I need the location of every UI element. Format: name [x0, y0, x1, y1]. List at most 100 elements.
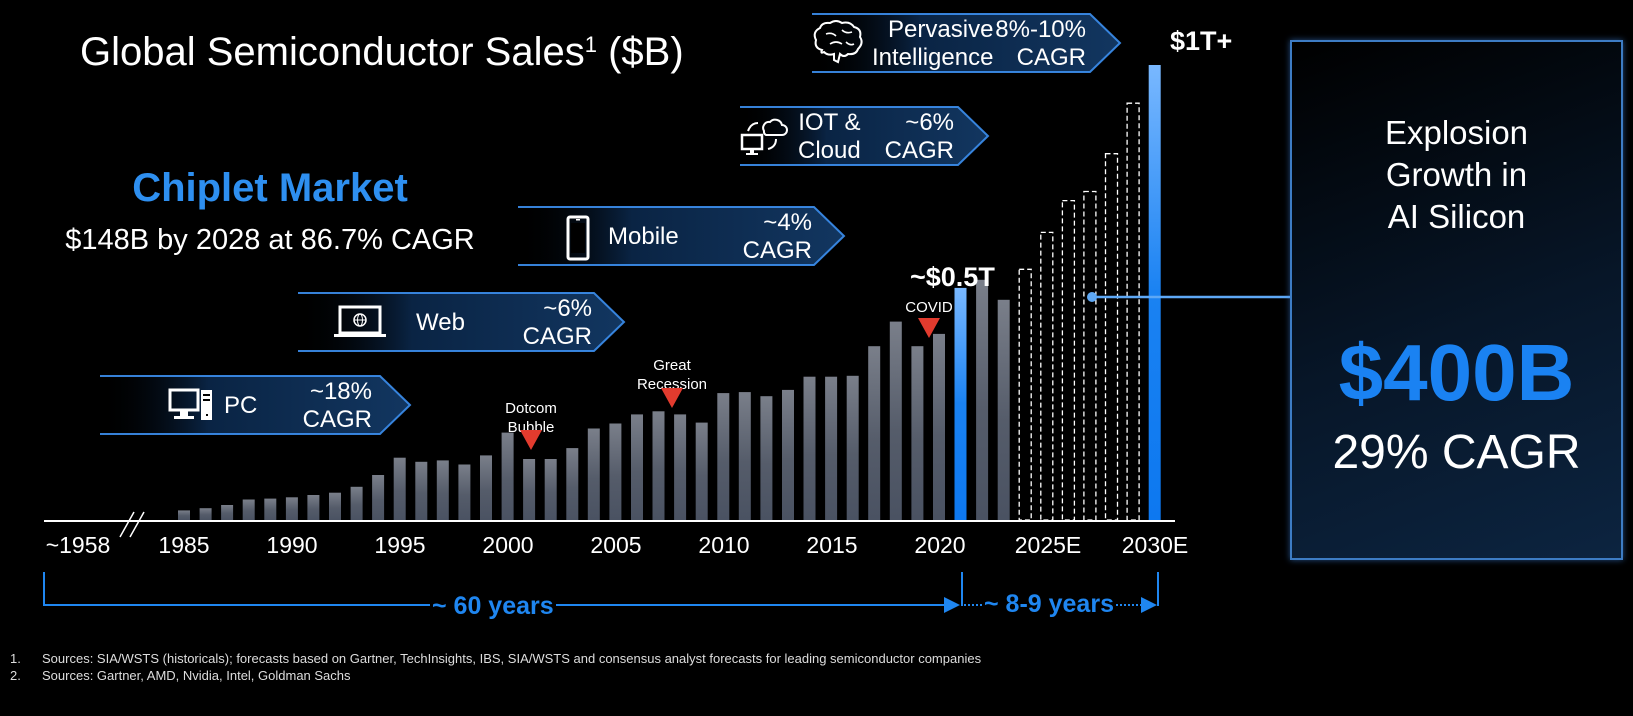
bar-2004: [587, 428, 600, 520]
bar-2018: [889, 321, 902, 520]
bar-2015: [825, 376, 838, 520]
bar-1987: [221, 505, 234, 520]
era-banner-mobile: Mobile ~4% CAGR: [518, 205, 846, 267]
bar-1993: [350, 486, 363, 520]
era-banner-web: Web ~6% CAGR: [298, 291, 626, 353]
x-tick-labels: ~1958 1985 1990 1995 2000 2005 2010 2015…: [46, 532, 1189, 558]
bar-1990: [285, 497, 298, 521]
annotation-line: Dotcom: [505, 400, 557, 417]
annotation-line: Bubble: [507, 419, 555, 436]
heading-line: Growth in: [1385, 156, 1528, 193]
era-banner-pc: PC ~18% CAGR: [100, 374, 412, 436]
bar-2005: [609, 423, 622, 520]
x-tick-label: ~1958: [46, 532, 111, 558]
forecast-bar-2026E: [1061, 199, 1076, 521]
eight-nine-year-span: [961, 572, 1159, 613]
bar-2006: [631, 414, 643, 520]
era-cagr-pervasive-intelligence: 8%-10% CAGR: [995, 16, 1086, 72]
forecast-bar-2024E: [1018, 268, 1032, 521]
cagr-value: ~4%: [763, 209, 812, 236]
x-tick-label: 2030E: [1122, 532, 1189, 558]
bar-2001: [523, 459, 536, 520]
one-trillion-label: $1T+: [1170, 26, 1233, 56]
era-label-web: Web: [416, 309, 465, 336]
ai-silicon-heading: Explosion Growth in AI Silicon: [1292, 112, 1621, 238]
ai-connector: [1087, 292, 1290, 302]
label-line: IOT &: [798, 109, 861, 136]
bar-2016: [846, 375, 859, 520]
era-banner-iot-cloud: IOT & Cloud ~6% CAGR: [740, 105, 990, 167]
title-text: Global Semiconductor Sales: [80, 30, 585, 74]
era-cagr-iot-cloud: ~6% CAGR: [885, 109, 954, 165]
label-line: Cloud: [798, 137, 861, 164]
cagr-value: ~6%: [905, 109, 954, 136]
bar-2017: [868, 346, 881, 520]
highlight-bar-2021: [954, 287, 967, 520]
half-trillion-label: ~$0.5T: [910, 262, 995, 292]
cagr-unit: CAGR: [884, 137, 954, 164]
chiplet-market-title: Chiplet Market: [132, 166, 408, 210]
great-recession-annotation: Great Recession: [630, 356, 714, 394]
x-tick-label: 2005: [590, 532, 641, 558]
dotcom-bubble-annotation: Dotcom Bubble: [500, 399, 562, 437]
x-tick-label: 1995: [374, 532, 425, 558]
bar-2020: [933, 333, 945, 520]
sixty-years-label: ~ 60 years: [430, 592, 556, 621]
bar-2007: [652, 411, 665, 520]
cagr-value: ~6%: [543, 295, 592, 322]
x-tick-label: 1990: [266, 532, 317, 558]
bar-2019: [911, 346, 924, 520]
bar-1988: [242, 499, 255, 520]
eight-nine-years-label: ~ 8-9 years: [982, 590, 1116, 619]
x-tick-label: 2015: [806, 532, 857, 558]
bar-2009: [695, 422, 708, 520]
footnote-number: 1.: [10, 651, 21, 666]
footnote-1: 1. Sources: SIA/WSTS (historicals); forec…: [10, 651, 981, 666]
era-cagr-web: ~6% CAGR: [523, 295, 592, 351]
footnote-number: 2.: [10, 668, 21, 683]
chart-title: Global Semiconductor Sales1 ($B): [80, 30, 684, 75]
bar-1989: [264, 498, 277, 520]
bar-1996: [415, 461, 428, 520]
cagr-unit: CAGR: [522, 323, 592, 350]
title-footnote-marker: 1: [584, 32, 597, 57]
covid-marker-icon: [918, 318, 940, 338]
recession-marker-icon: [661, 388, 683, 408]
axis-break-icon: [119, 511, 145, 538]
footnote-text: Sources: SIA/WSTS (historicals); forecas…: [42, 651, 982, 666]
bar-2012: [760, 396, 773, 520]
annotation-line: COVID: [905, 299, 953, 316]
bar-2002: [544, 459, 557, 520]
bar-2008: [674, 414, 687, 520]
x-tick-label: 2010: [698, 532, 749, 558]
heading-line: AI Silicon: [1387, 198, 1526, 235]
bar-2010: [717, 393, 730, 520]
bar-2014: [803, 376, 816, 520]
x-tick-label: 2000: [482, 532, 533, 558]
forecast-bar-2028E: [1104, 153, 1119, 521]
era-cagr-mobile: ~4% CAGR: [743, 209, 812, 265]
covid-annotation: COVID: [900, 298, 958, 317]
era-label-pervasive-intelligence: Pervasive Intelligence: [872, 16, 993, 72]
bars-layer: [178, 65, 1161, 521]
x-tick-label: 1985: [158, 532, 209, 558]
era-label-iot-cloud: IOT & Cloud: [798, 109, 861, 165]
cagr-unit: CAGR: [302, 406, 372, 433]
era-label-mobile: Mobile: [608, 223, 679, 250]
bar-2003: [566, 448, 579, 520]
bar-1995: [393, 457, 406, 520]
forecast-bar-2025E: [1040, 231, 1054, 521]
bar-2013: [782, 389, 794, 520]
bar-1991: [307, 495, 320, 520]
label-line: Pervasive: [888, 16, 994, 43]
bar-1998: [458, 464, 471, 520]
bar-2011: [738, 392, 751, 520]
bar-1992: [329, 492, 341, 520]
annotation-line: Great: [653, 357, 691, 374]
title-unit: ($B): [608, 30, 684, 74]
bar-1994: [372, 475, 385, 520]
ai-silicon-cagr: 29% CAGR: [1332, 426, 1581, 479]
dotcom-marker-icon: [520, 430, 542, 450]
bar-1985: [178, 510, 190, 520]
ai-silicon-value: $400B: [1338, 328, 1575, 417]
